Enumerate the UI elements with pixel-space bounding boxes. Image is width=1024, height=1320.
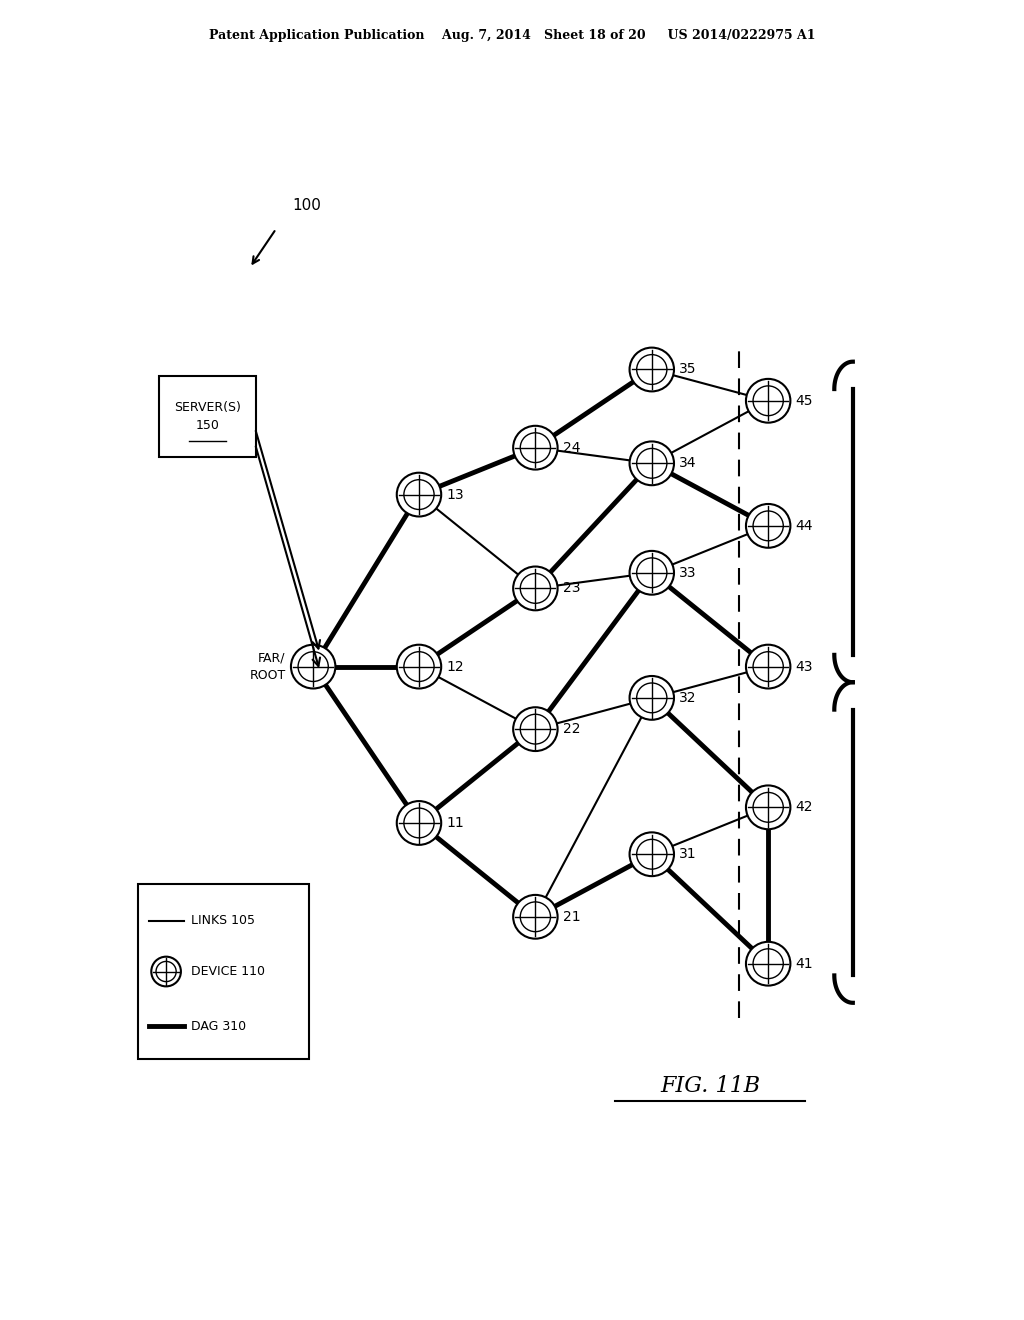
Text: DEVICE 110: DEVICE 110 (191, 965, 265, 978)
Ellipse shape (630, 347, 674, 392)
Ellipse shape (513, 708, 558, 751)
Text: 45: 45 (796, 393, 813, 408)
Text: 34: 34 (679, 457, 696, 470)
Text: 42: 42 (796, 800, 813, 814)
Text: 11: 11 (446, 816, 464, 830)
Ellipse shape (745, 504, 791, 548)
Text: FAR/
ROOT: FAR/ ROOT (250, 652, 286, 681)
Ellipse shape (745, 785, 791, 829)
Text: FIG. 11B: FIG. 11B (659, 1074, 760, 1097)
Ellipse shape (396, 644, 441, 689)
Text: 24: 24 (563, 441, 581, 454)
Ellipse shape (513, 566, 558, 610)
Ellipse shape (745, 644, 791, 689)
Ellipse shape (513, 426, 558, 470)
Text: 23: 23 (563, 581, 581, 595)
Text: 35: 35 (679, 363, 696, 376)
Text: 33: 33 (679, 566, 696, 579)
Text: 21: 21 (563, 909, 581, 924)
Text: 32: 32 (679, 690, 696, 705)
Ellipse shape (513, 895, 558, 939)
Ellipse shape (630, 833, 674, 876)
Ellipse shape (630, 441, 674, 486)
Text: 44: 44 (796, 519, 813, 533)
Text: LINKS 105: LINKS 105 (191, 915, 256, 927)
Text: 41: 41 (796, 957, 813, 970)
FancyArrowPatch shape (256, 430, 321, 648)
Text: DAG 310: DAG 310 (191, 1020, 247, 1032)
Ellipse shape (396, 801, 441, 845)
Ellipse shape (745, 379, 791, 422)
Text: 43: 43 (796, 660, 813, 673)
Text: 12: 12 (446, 660, 464, 673)
Text: 13: 13 (446, 487, 464, 502)
Text: 22: 22 (563, 722, 581, 737)
Ellipse shape (630, 550, 674, 595)
FancyArrowPatch shape (256, 446, 321, 667)
Text: Patent Application Publication    Aug. 7, 2014   Sheet 18 of 20     US 2014/0222: Patent Application Publication Aug. 7, 2… (209, 29, 815, 42)
Ellipse shape (152, 957, 181, 986)
Ellipse shape (745, 941, 791, 986)
Ellipse shape (291, 644, 336, 689)
Ellipse shape (630, 676, 674, 719)
Text: 100: 100 (292, 198, 321, 213)
Text: 31: 31 (679, 847, 697, 861)
Text: SERVER(S)
150: SERVER(S) 150 (174, 401, 241, 432)
Ellipse shape (396, 473, 441, 516)
FancyBboxPatch shape (159, 376, 256, 457)
FancyBboxPatch shape (137, 884, 309, 1059)
